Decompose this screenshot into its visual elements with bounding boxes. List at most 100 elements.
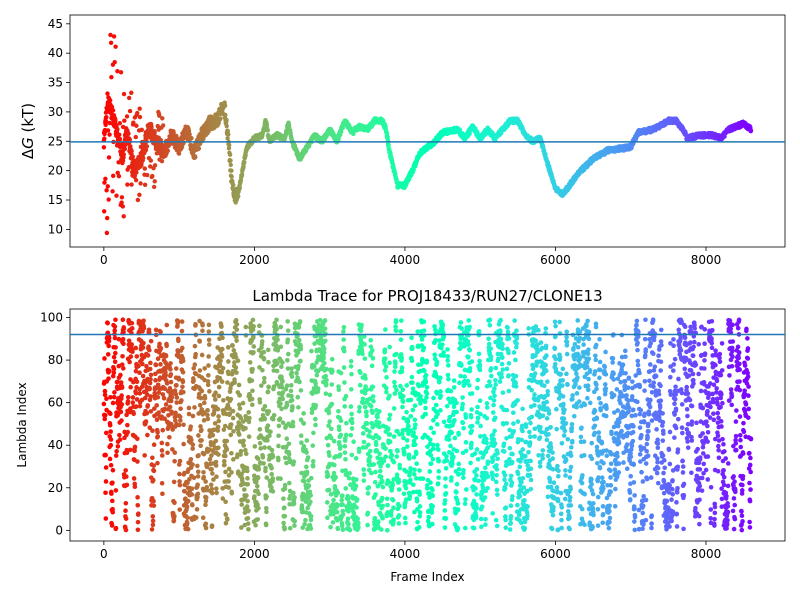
lambda-point (362, 404, 368, 410)
lambda-point (110, 509, 116, 515)
lambda-point (383, 327, 388, 332)
lambda-point (137, 403, 143, 409)
lambda-point (177, 507, 183, 512)
lambda-point (163, 402, 169, 407)
delta-g-point (115, 69, 120, 74)
lambda-point (291, 459, 297, 465)
lambda-point (205, 407, 210, 413)
delta-g-point (231, 182, 236, 188)
lambda-point (340, 512, 346, 517)
lambda-point (215, 424, 221, 430)
lambda-point (256, 505, 261, 511)
lambda-point (132, 484, 138, 490)
lambda-point (305, 455, 311, 460)
lambda-point (362, 342, 367, 347)
lambda-point (199, 388, 205, 394)
lambda-point (117, 437, 123, 442)
lambda-point (261, 356, 267, 362)
lambda-point (179, 328, 185, 334)
lambda-point (164, 381, 170, 386)
lambda-point (119, 402, 125, 407)
lambda-point (197, 339, 203, 344)
delta-g-point (201, 136, 206, 141)
lambda-point (172, 500, 177, 506)
lambda-point (119, 418, 124, 423)
lambda-point (326, 487, 332, 493)
lambda-point (262, 445, 267, 450)
lambda-point (360, 431, 366, 436)
lambda-point (151, 498, 156, 504)
lambda-point (270, 476, 276, 481)
lambda-point (338, 418, 344, 424)
lambda-point (134, 379, 140, 385)
lambda-point (195, 482, 200, 488)
delta-g-point (104, 188, 109, 193)
lambda-point (213, 390, 218, 396)
delta-g-point (155, 123, 160, 129)
lambda-point (196, 453, 201, 458)
lambda-point (340, 502, 345, 507)
delta-g-point (241, 164, 246, 169)
lambda-point (322, 360, 327, 366)
lambda-point (110, 480, 115, 486)
lambda-point (328, 524, 333, 530)
lambda-point (234, 327, 240, 332)
y-tick-label: 20 (48, 164, 63, 178)
lambda-point (313, 403, 319, 408)
lambda-point (369, 470, 374, 476)
lambda-point (279, 406, 284, 412)
delta-g-point (135, 197, 141, 203)
delta-g-point (748, 128, 754, 133)
lambda-point (365, 522, 370, 528)
lambda-point (261, 349, 267, 355)
lambda-point (256, 491, 261, 497)
lambda-point (189, 486, 195, 491)
lambda-point (128, 354, 134, 359)
lambda-point (189, 437, 194, 443)
lambda-point (106, 335, 112, 341)
delta-g-point (121, 91, 127, 97)
delta-g-point (176, 151, 182, 156)
lambda-point (147, 366, 153, 372)
lambda-point (385, 463, 391, 469)
lambda-point (346, 475, 352, 481)
lambda-point (174, 383, 179, 388)
y-tick-label: 30 (48, 105, 63, 119)
lambda-point (112, 328, 118, 333)
lambda-point (103, 452, 108, 458)
lambda-point (213, 438, 219, 444)
lambda-point (308, 526, 314, 531)
delta-g-point (118, 70, 124, 75)
delta-g-point (109, 74, 114, 80)
lambda-point (209, 523, 215, 528)
lambda-point (271, 412, 277, 418)
lambda-point (145, 403, 151, 408)
lambda-point (218, 358, 223, 364)
lambda-point (135, 503, 141, 508)
lambda-point (335, 490, 341, 496)
delta-g-point (108, 32, 113, 38)
lambda-point (243, 425, 248, 431)
delta-g-point (179, 144, 185, 150)
lambda-point (358, 370, 363, 375)
lambda-point (151, 503, 157, 508)
lambda-point (150, 455, 155, 461)
delta-g-point (193, 154, 198, 160)
lambda-point (323, 331, 328, 337)
lambda-point (141, 325, 147, 331)
lambda-point (230, 415, 236, 421)
lambda-point (185, 526, 191, 532)
lambda-point (190, 413, 196, 419)
lambda-point (210, 432, 216, 438)
lambda-point (287, 480, 292, 486)
delta-g-point (111, 173, 116, 179)
lambda-point (245, 468, 250, 474)
lambda-point (368, 337, 374, 343)
lambda-point (304, 450, 309, 455)
lambda-point (106, 368, 112, 374)
lambda-point (345, 516, 351, 522)
lambda-point (195, 474, 201, 479)
lambda-point (310, 458, 316, 464)
lambda-point (285, 358, 290, 363)
lambda-point (230, 343, 235, 348)
